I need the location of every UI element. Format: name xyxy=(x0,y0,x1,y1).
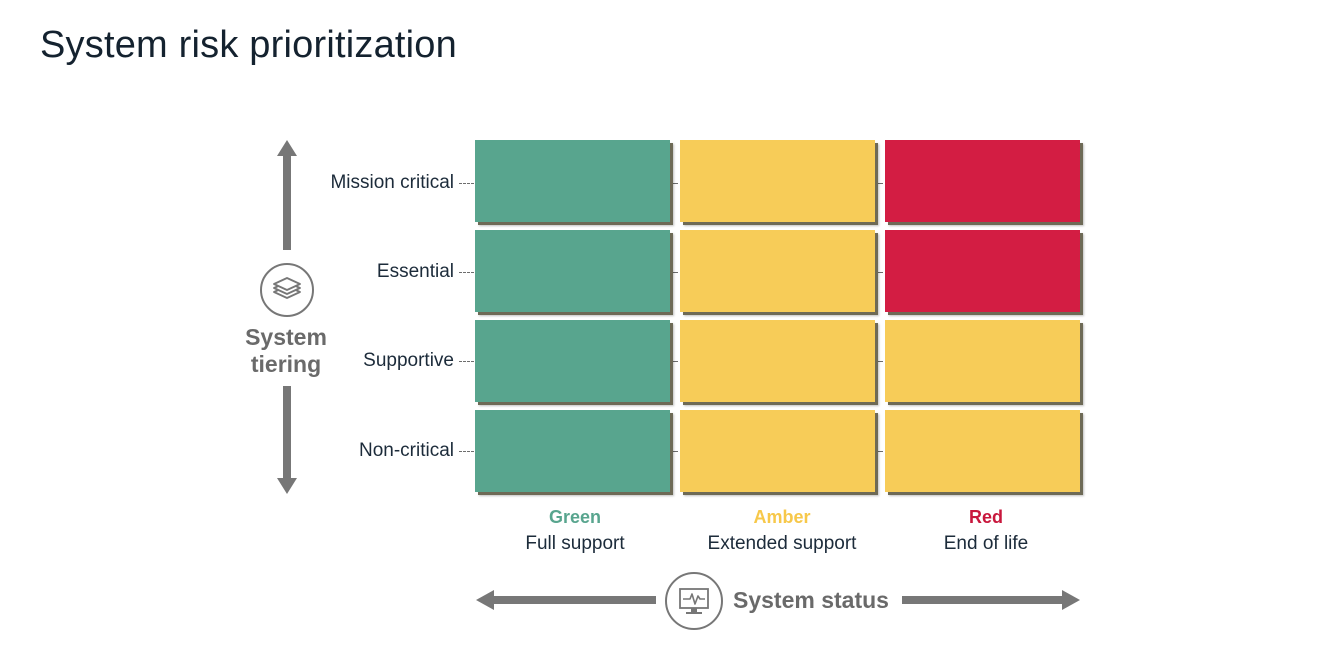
leader-line xyxy=(459,272,474,273)
page-title: System risk prioritization xyxy=(40,24,457,66)
leader-line xyxy=(877,361,883,362)
column-status-red: Red xyxy=(968,507,1003,527)
arrow-right-icon xyxy=(902,590,1080,610)
matrix-cell-essential-green xyxy=(475,230,670,312)
arrow-down-icon xyxy=(277,386,297,494)
row-label-essential: Essential xyxy=(376,261,454,282)
matrix-cell-supportive-green xyxy=(475,320,670,402)
leader-line xyxy=(877,183,883,184)
leader-line xyxy=(877,451,883,452)
stacked-layers-icon xyxy=(260,263,314,317)
monitor-pulse-icon xyxy=(665,572,723,630)
leader-line xyxy=(459,183,474,184)
column-desc-red: End of life xyxy=(943,533,1029,554)
matrix-cell-non-critical-red xyxy=(885,410,1080,492)
y-axis-label-line2: tiering xyxy=(250,351,322,377)
leader-line xyxy=(672,451,678,452)
row-label-supportive: Supportive xyxy=(363,350,454,371)
column-status-green: Green xyxy=(548,507,602,527)
matrix-cell-essential-red xyxy=(885,230,1080,312)
matrix-cell-non-critical-amber xyxy=(680,410,875,492)
column-desc-amber: Extended support xyxy=(707,533,857,554)
matrix-cell-mission-critical-amber xyxy=(680,140,875,222)
row-label-mission-critical: Mission critical xyxy=(330,172,454,193)
y-axis-label: System tiering xyxy=(236,324,336,378)
x-axis-label: System status xyxy=(733,587,889,613)
matrix-cell-mission-critical-red xyxy=(885,140,1080,222)
leader-line xyxy=(877,272,883,273)
matrix-cell-supportive-red xyxy=(885,320,1080,402)
leader-line xyxy=(459,361,474,362)
arrow-left-icon xyxy=(476,590,656,610)
column-desc-green: Full support xyxy=(525,533,625,554)
leader-line xyxy=(459,451,474,452)
column-status-amber: Amber xyxy=(753,507,811,527)
leader-line xyxy=(672,361,678,362)
row-label-non-critical: Non-critical xyxy=(358,440,454,461)
arrow-up-icon xyxy=(277,140,297,250)
matrix-cell-essential-amber xyxy=(680,230,875,312)
matrix-cell-non-critical-green xyxy=(475,410,670,492)
matrix-cell-mission-critical-green xyxy=(475,140,670,222)
leader-line xyxy=(672,183,678,184)
y-axis-label-line1: System xyxy=(245,324,327,350)
matrix-cell-supportive-amber xyxy=(680,320,875,402)
leader-line xyxy=(672,272,678,273)
